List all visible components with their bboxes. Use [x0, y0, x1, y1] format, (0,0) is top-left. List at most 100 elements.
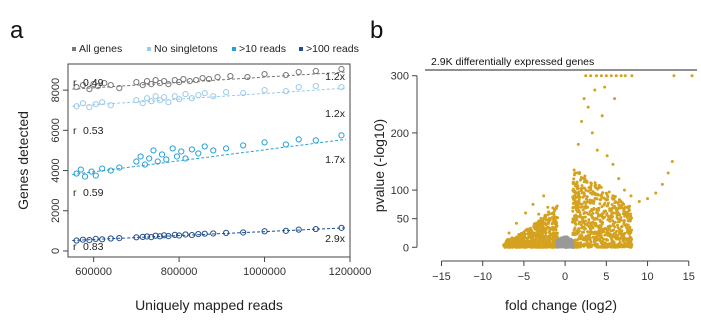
- data-point: [580, 226, 584, 230]
- data-point: [338, 84, 345, 91]
- data-point: [612, 228, 616, 232]
- data-point: [561, 241, 565, 245]
- x-tick-label: 1200000: [329, 266, 372, 278]
- data-point: [577, 220, 581, 224]
- data-point: [186, 77, 193, 85]
- data-point: [608, 209, 612, 213]
- data-point: [583, 243, 587, 247]
- data-point: [579, 205, 583, 209]
- data-point: [589, 182, 593, 186]
- data-point: [546, 243, 550, 247]
- data-point: [152, 93, 159, 100]
- data-point: [528, 228, 532, 232]
- data-point: [526, 232, 530, 236]
- data-point: [627, 229, 631, 233]
- data-point: [592, 192, 596, 196]
- data-point: [590, 199, 594, 203]
- legend-swatch: [232, 47, 236, 51]
- data-point: [261, 139, 268, 146]
- data-point: [143, 95, 151, 102]
- data-point: [587, 245, 591, 249]
- data-point: [163, 156, 170, 163]
- data-point: [606, 225, 610, 229]
- data-point: [551, 245, 555, 249]
- data-point: [573, 220, 577, 224]
- x-axis-title-b: fold change (log2): [505, 297, 617, 313]
- data-point: [152, 76, 159, 84]
- data-point: [586, 105, 590, 109]
- data-point: [594, 196, 598, 200]
- data-point: [606, 218, 610, 222]
- data-point: [152, 232, 159, 239]
- data-point: [107, 102, 114, 109]
- data-point: [589, 240, 593, 244]
- trend-line: [72, 227, 346, 242]
- data-point: [536, 223, 540, 227]
- data-point: [589, 243, 593, 247]
- data-point: [182, 91, 189, 98]
- data-point: [615, 216, 619, 220]
- data-point: [600, 114, 604, 118]
- data-point: [577, 172, 581, 176]
- data-point: [616, 223, 620, 227]
- data-point: [551, 231, 555, 235]
- data-point: [672, 74, 676, 78]
- data-point: [611, 211, 615, 215]
- data-point: [514, 241, 518, 245]
- points-a: [72, 65, 346, 244]
- x-tick-label: 5: [603, 271, 609, 283]
- data-point: [571, 187, 575, 191]
- data-point: [222, 89, 230, 96]
- data-point: [582, 211, 586, 215]
- data-point: [595, 210, 599, 214]
- data-point: [526, 242, 530, 246]
- data-point: [575, 180, 579, 184]
- data-point: [505, 240, 509, 244]
- data-point: [580, 184, 584, 188]
- data-point: [92, 101, 99, 108]
- data-point: [613, 97, 617, 101]
- data-point: [576, 187, 580, 191]
- data-point: [601, 243, 605, 247]
- data-point: [524, 211, 528, 215]
- data-point: [637, 200, 641, 204]
- data-point: [616, 220, 620, 224]
- data-point: [547, 216, 551, 220]
- data-point: [620, 229, 624, 233]
- data-point: [613, 225, 617, 229]
- data-point: [338, 132, 345, 139]
- data-point: [563, 245, 567, 249]
- data-point: [560, 238, 564, 242]
- data-point: [547, 240, 551, 244]
- data-point: [590, 215, 594, 219]
- data-point: [541, 244, 545, 248]
- data-point: [622, 207, 626, 211]
- data-point: [594, 221, 598, 225]
- data-point: [575, 218, 579, 222]
- x-tick-label: 1000000: [243, 266, 286, 278]
- data-point: [524, 228, 528, 232]
- data-point: [576, 207, 580, 211]
- data-point: [599, 74, 603, 78]
- data-point: [586, 233, 590, 237]
- data-point: [601, 191, 605, 195]
- data-point: [543, 216, 547, 220]
- data-point: [201, 143, 208, 150]
- data-point: [589, 231, 593, 235]
- data-point: [605, 154, 609, 158]
- data-point: [133, 158, 140, 165]
- data-point: [175, 78, 183, 86]
- data-point: [576, 142, 580, 146]
- data-point: [611, 197, 615, 201]
- data-point: [578, 202, 582, 206]
- data-point: [616, 206, 620, 210]
- data-point: [620, 243, 624, 247]
- legend-swatch: [72, 47, 76, 51]
- data-point: [607, 242, 611, 246]
- data-point: [621, 239, 625, 243]
- data-point: [611, 242, 615, 246]
- data-point: [601, 241, 605, 245]
- data-point: [143, 233, 151, 240]
- data-point: [518, 244, 522, 248]
- data-point: [79, 100, 87, 107]
